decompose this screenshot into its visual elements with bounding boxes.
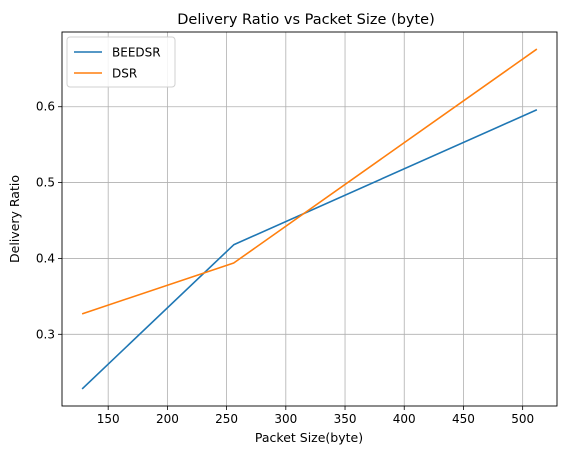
plot-area-frame <box>61 31 558 407</box>
axis-ticks: 150 200 250 300 350 400 450 500 0.3 0.4 0.5 0.6 <box>36 100 534 426</box>
x-tick-label: 200 <box>156 412 179 426</box>
legend-label-dsr: DSR <box>112 67 137 81</box>
x-tick-label: 150 <box>97 412 120 426</box>
series-line-dsr <box>81 48 538 315</box>
y-tick-label: 0.6 <box>36 100 55 114</box>
x-axis-label: Packet Size(byte) <box>255 430 363 445</box>
x-tick-label: 350 <box>334 412 357 426</box>
grid <box>62 32 557 406</box>
x-tick-label: 400 <box>393 412 416 426</box>
series-lines <box>81 48 538 390</box>
x-tick-label: 250 <box>215 412 238 426</box>
x-tick-label: 300 <box>274 412 297 426</box>
chart-title: Delivery Ratio vs Packet Size (byte) <box>177 12 435 28</box>
legend: BEEDSR DSR <box>66 36 176 88</box>
series-line-beedsr <box>81 109 538 390</box>
y-axis-label: Delivery Ratio <box>7 175 22 263</box>
legend-box <box>66 36 176 88</box>
x-tick-label: 500 <box>511 412 534 426</box>
x-tick-label: 450 <box>452 412 475 426</box>
y-tick-label: 0.5 <box>36 176 55 190</box>
legend-label-beedsr: BEEDSR <box>112 46 161 60</box>
y-tick-label: 0.4 <box>36 251 55 265</box>
y-tick-label: 0.3 <box>36 327 55 341</box>
